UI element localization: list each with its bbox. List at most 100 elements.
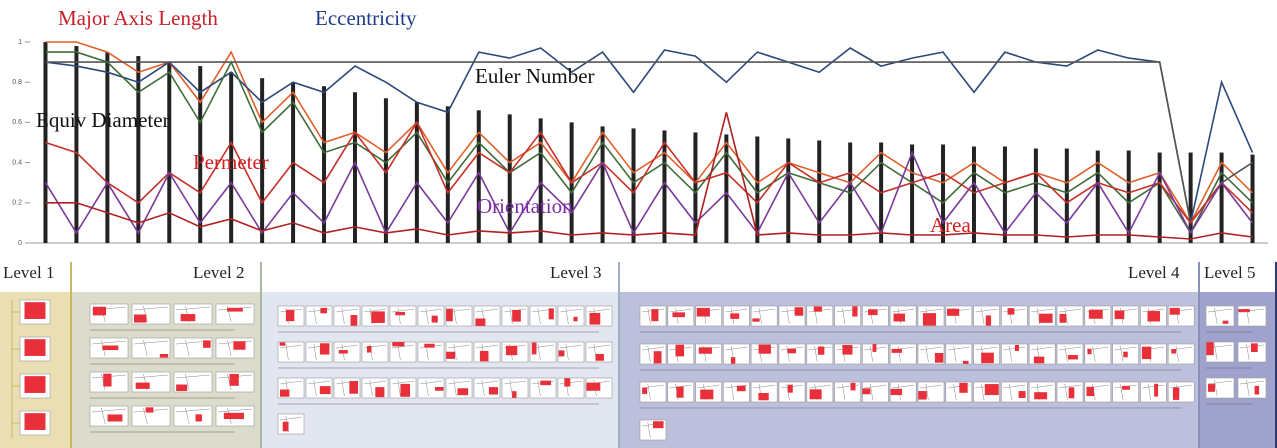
region: [339, 350, 348, 354]
region: [559, 350, 565, 356]
region: [986, 315, 991, 325]
thumbnail: [1001, 306, 1027, 326]
region: [676, 387, 683, 398]
region: [851, 383, 856, 391]
y-tick-label: 0.2: [12, 200, 22, 207]
region: [446, 309, 453, 322]
series-annotation: Major Axis Length: [58, 6, 218, 30]
thumbnail: [751, 306, 777, 326]
region: [651, 309, 658, 321]
thumbnail: [1113, 382, 1139, 402]
region: [852, 306, 857, 316]
series-annotation: Area: [930, 213, 971, 237]
level-label: Level 4: [1128, 263, 1180, 282]
region: [699, 347, 712, 353]
y-tick-label: 0.8: [12, 79, 22, 86]
region: [892, 349, 902, 353]
region: [595, 354, 603, 361]
region: [1034, 392, 1047, 399]
bar: [508, 114, 512, 243]
region: [935, 353, 943, 363]
bar: [136, 56, 140, 243]
region: [1039, 314, 1052, 323]
region: [1086, 387, 1093, 396]
region: [540, 381, 551, 386]
region: [697, 308, 710, 317]
series-line: [46, 62, 1253, 223]
region: [489, 387, 498, 394]
region: [1255, 386, 1260, 395]
series-line: [46, 42, 1253, 223]
level-label: Level 3: [550, 263, 601, 282]
region: [1238, 309, 1250, 312]
bar: [662, 130, 666, 243]
region: [759, 345, 771, 354]
region: [375, 387, 384, 397]
region: [25, 339, 46, 356]
series-annotation: Permeter: [193, 150, 269, 174]
region: [788, 385, 793, 393]
region: [963, 361, 969, 364]
region: [395, 312, 405, 315]
thumbnail: [723, 344, 749, 364]
region: [233, 341, 245, 350]
region: [1008, 308, 1015, 315]
thumbnail: [132, 372, 170, 392]
thumbnail: [558, 306, 584, 326]
region: [868, 309, 877, 315]
region: [446, 352, 455, 359]
bar: [1158, 153, 1162, 243]
region: [586, 383, 600, 391]
region: [737, 386, 746, 392]
series-line: [46, 112, 1253, 239]
region: [480, 351, 489, 361]
region: [1122, 386, 1130, 390]
thumbnail: [862, 306, 888, 326]
level-label: Level 5: [1204, 263, 1255, 282]
region: [532, 343, 537, 355]
thumbnail: [640, 344, 666, 364]
region: [146, 407, 154, 412]
region: [280, 389, 289, 396]
region: [25, 376, 46, 393]
series-annotation: Orientation: [477, 194, 573, 218]
bar: [786, 138, 790, 243]
region: [795, 307, 804, 316]
region: [457, 388, 468, 395]
region: [654, 351, 662, 363]
region: [1148, 311, 1160, 321]
level-label: Level 1: [3, 263, 54, 282]
region: [424, 344, 434, 348]
region: [814, 306, 822, 311]
region: [102, 346, 118, 351]
region: [842, 345, 852, 355]
region: [1170, 308, 1180, 315]
region: [181, 314, 196, 321]
region: [432, 316, 438, 323]
thumbnail: [174, 406, 212, 426]
region: [1089, 310, 1103, 319]
region: [923, 313, 936, 325]
figure: Level 1Level 2Level 3Level 4Level 5 00.2…: [0, 0, 1277, 448]
hierarchy: Level 1 Level 2 Level 3 Level 4 Level 5: [0, 262, 1277, 448]
region: [947, 309, 959, 316]
region: [1123, 352, 1127, 358]
region: [590, 313, 601, 325]
region: [286, 310, 294, 321]
region: [320, 308, 327, 313]
region: [1034, 357, 1044, 364]
region: [1069, 387, 1075, 398]
region: [280, 342, 286, 345]
region: [512, 391, 516, 398]
series-annotation: Eccentricity: [315, 6, 417, 30]
region: [224, 413, 244, 419]
bar: [972, 147, 976, 243]
region: [1060, 314, 1067, 323]
bar: [1251, 155, 1255, 243]
level-label: Level 2: [193, 263, 244, 282]
region: [400, 384, 410, 397]
level-header: [620, 262, 1200, 284]
region: [1087, 349, 1091, 354]
region: [1173, 387, 1179, 399]
region: [1251, 343, 1258, 352]
